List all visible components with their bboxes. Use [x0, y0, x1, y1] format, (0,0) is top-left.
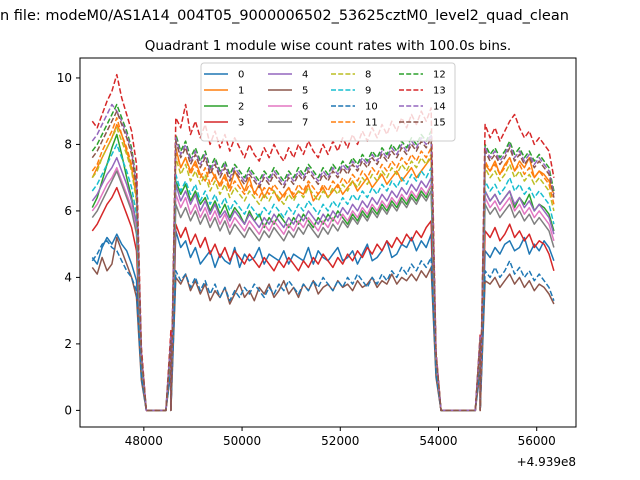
legend-item-14: 14: [399, 102, 446, 113]
legend-item-12: 12: [399, 70, 446, 81]
legend-label: 9: [365, 86, 371, 97]
figure-suptitle: n file: modeM0/AS1A14_004T05_9000006502_…: [0, 8, 569, 24]
legend-label: 15: [433, 118, 446, 129]
legend-item-1: 1: [204, 86, 244, 97]
legend-item-13: 13: [399, 86, 446, 97]
legend-item-5: 5: [268, 86, 308, 97]
plot-area: [79, 57, 577, 428]
legend-item-2: 2: [204, 102, 244, 113]
legend-item-15: 15: [399, 118, 446, 129]
axes-frame: [79, 57, 577, 428]
series-line-14: [91, 103, 555, 412]
x-tick-label: 54000: [419, 434, 457, 448]
y-tick-label: 6: [64, 204, 72, 218]
legend-label: 2: [238, 102, 244, 113]
series-line-13: [91, 73, 555, 412]
x-tick-label: 50000: [223, 434, 261, 448]
x-tick-label: 52000: [321, 434, 359, 448]
y-tick-label: 4: [64, 270, 72, 284]
legend-label: 12: [433, 70, 446, 81]
legend-label: 10: [365, 102, 378, 113]
legend-item-6: 6: [268, 102, 308, 113]
legend-item-7: 7: [268, 118, 308, 129]
legend-label: 4: [302, 70, 308, 81]
y-tick-label: 10: [57, 71, 72, 85]
legend-item-0: 0: [204, 70, 244, 81]
legend-item-3: 3: [204, 118, 244, 129]
x-tick-label: 48000: [125, 434, 163, 448]
x-tick-label: 56000: [518, 434, 556, 448]
y-tick-label: 0: [64, 403, 72, 417]
legend-label: 14: [433, 102, 446, 113]
x-axis-offset-label: +4.939e8: [517, 455, 576, 469]
legend-item-11: 11: [331, 118, 378, 129]
legend-item-10: 10: [331, 102, 378, 113]
y-axis: 0 2 4 6 8 10: [57, 71, 80, 417]
legend-label: 13: [433, 86, 446, 97]
chart-title: Quadrant 1 module wise count rates with …: [145, 38, 511, 54]
legend-item-9: 9: [331, 86, 371, 97]
legend-label: 11: [365, 118, 378, 129]
legend-label: 5: [302, 86, 308, 97]
legend-item-4: 4: [268, 70, 308, 81]
legend-label: 6: [302, 102, 308, 113]
legend-box: [200, 62, 456, 142]
y-tick-label: 8: [64, 137, 72, 151]
legend-label: 7: [302, 118, 308, 129]
legend-label: 0: [238, 70, 244, 81]
legend-item-8: 8: [331, 70, 371, 81]
x-axis: 48000 50000 52000 54000 56000: [125, 427, 556, 448]
legend-label: 3: [238, 118, 244, 129]
series-line-15: [91, 110, 555, 412]
y-tick-label: 2: [64, 337, 72, 351]
legend-label: 1: [238, 86, 244, 97]
series-layer: [91, 73, 555, 412]
legend-label: 8: [365, 70, 371, 81]
